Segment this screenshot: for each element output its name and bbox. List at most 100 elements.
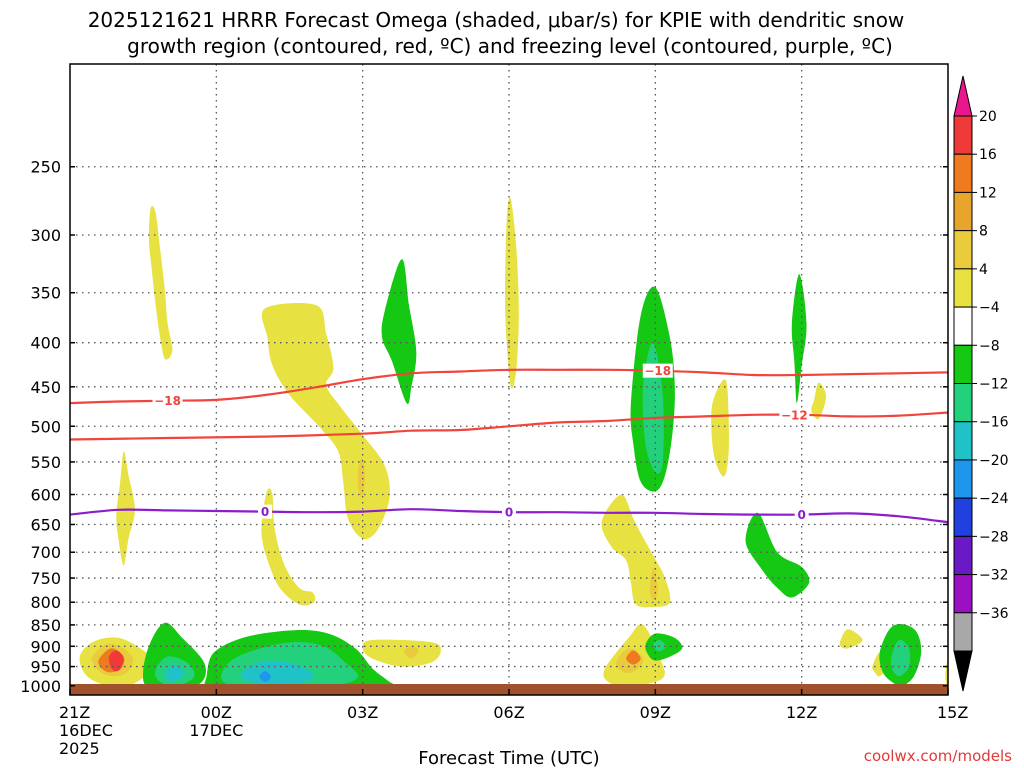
colorbar-label-7: −12	[979, 377, 1009, 393]
omega-area-26-neg4	[745, 512, 810, 598]
gridlines	[70, 64, 948, 695]
y-tick-label-700: 700	[30, 543, 61, 562]
omega-area-35-neg8	[652, 639, 667, 652]
colorbar-segment-3	[953, 230, 973, 270]
omega-area-17-pos12	[626, 650, 641, 665]
colorbar-segment-6	[953, 344, 973, 384]
colorbar-segment-7	[953, 383, 973, 423]
contour-label-bg-2-0	[258, 504, 273, 519]
y-tick-label-650: 650	[30, 515, 61, 534]
x-tick-year-21Z: 2025	[59, 739, 100, 758]
omega-area-3-pos8	[357, 457, 366, 498]
temperature-contours: −18 −18 −12 0 0 0	[69, 363, 949, 524]
colorbar-label-4: 4	[979, 262, 988, 278]
colorbar-label-8: −16	[979, 415, 1009, 431]
x-tick-label-03Z: 03Z	[347, 703, 378, 722]
colorbar-segment-9	[953, 459, 973, 499]
contour-0c-freezing-level: 0 0 0	[69, 504, 949, 524]
colorbar-top-arrow	[953, 75, 973, 117]
omega-area-5-pos4	[261, 488, 316, 606]
omega-area-37-neg8	[891, 639, 911, 677]
omega-area-1-pos4	[116, 451, 135, 566]
x-tick-label-12Z: 12Z	[786, 703, 817, 722]
y-tick-label-300: 300	[30, 226, 61, 245]
colorbar-label-10: −24	[979, 491, 1009, 507]
colorbar: 20 16 12 8 4 −4 −8 −12 −16 −20 −24 −28 −32 −36	[953, 75, 1009, 692]
contour-label-2-1: 0	[505, 506, 513, 520]
y-tick-label-600: 600	[30, 486, 61, 505]
contour-line-0	[69, 368, 949, 405]
colorbar-segment-5	[953, 306, 973, 346]
colorbar-label-2: 12	[979, 185, 997, 201]
x-tick-label-21Z: 21Z	[59, 703, 90, 722]
omega-area-0-pos4	[148, 206, 173, 360]
omega-area-4-pos4	[505, 197, 519, 389]
colorbar-segment-0	[953, 115, 973, 155]
omega-area-6-pos4	[601, 494, 671, 608]
colorbar-segment-11	[953, 535, 973, 576]
x-axis-label: Forecast Time (UTC)	[418, 748, 599, 768]
colorbar-bottom-arrow	[953, 650, 973, 692]
colorbar-segment-12	[953, 574, 973, 614]
colorbar-label-9: −20	[979, 453, 1009, 469]
contour-label-bg-2-2	[794, 507, 809, 522]
y-tick-label-800: 800	[30, 593, 61, 612]
contour-label-2-0: 0	[261, 505, 269, 519]
y-axis-ticks: 250 300 350 400 450 500 550 600 650 700 750 800 850 9…	[20, 158, 948, 696]
contour-line-1	[69, 411, 949, 441]
contour-label-bg-1-0	[779, 407, 810, 422]
colorbar-label-3: 8	[979, 224, 988, 240]
contour-label-2-2: 0	[797, 508, 805, 522]
plot-frame	[69, 63, 949, 696]
x-tick-label-15Z: 15Z	[937, 703, 968, 722]
y-tick-label-850: 850	[30, 616, 61, 635]
x-tick-date-00Z: 17DEC	[189, 721, 243, 740]
y-tick-label-450: 450	[30, 378, 61, 397]
contour--12c: −12	[69, 407, 949, 441]
credit-text: coolwx.com/models	[864, 747, 1012, 765]
omega-area-33-neg16	[259, 671, 271, 683]
colorbar-segment-2	[953, 191, 973, 232]
contour-label-1-0: −12	[781, 408, 808, 422]
y-tick-label-1000: 1000	[20, 677, 61, 696]
colorbar-segment-4	[953, 268, 973, 308]
y-tick-label-550: 550	[30, 453, 61, 472]
omega-area-14-pos8	[404, 646, 419, 659]
colorbar-segment-8	[953, 421, 973, 461]
colorbar-label-1: 16	[979, 147, 997, 163]
y-tick-label-250: 250	[30, 158, 61, 177]
contour--18c: −18 −18	[69, 363, 949, 408]
x-tick-label-09Z: 09Z	[640, 703, 671, 722]
y-tick-label-400: 400	[30, 334, 61, 353]
colorbar-label-0: 20	[979, 109, 997, 125]
omega-area-8-pos4	[711, 379, 729, 477]
colorbar-segment-10	[953, 497, 973, 537]
y-tick-label-500: 500	[30, 417, 61, 436]
colorbar-label-5: −4	[979, 300, 1000, 316]
y-tick-label-750: 750	[30, 569, 61, 588]
colorbar-segment-13	[953, 612, 973, 652]
omega-shading	[79, 197, 949, 691]
title-line-1: 2025121621 HRRR Forecast Omega (shaded, …	[88, 8, 905, 32]
contour-label-bg-0-0	[152, 393, 183, 408]
omega-area-13-pos4	[362, 639, 441, 667]
x-tick-date-21Z: 16DEC	[59, 721, 113, 740]
colorbar-label-6: −8	[979, 338, 1000, 354]
omega-area-9-pos4	[811, 382, 827, 420]
omega-area-29-neg12	[164, 664, 185, 682]
colorbar-label-13: −36	[979, 606, 1009, 622]
omega-area-32-neg12	[240, 660, 315, 685]
contour-label-bg-0-1	[642, 363, 673, 378]
title: 2025121621 HRRR Forecast Omega (shaded, …	[88, 8, 905, 58]
colorbar-segment-1	[953, 153, 973, 193]
y-tick-label-900: 900	[30, 637, 61, 656]
colorbar-label-12: −32	[979, 568, 1009, 584]
contour-label-0-0: −18	[154, 394, 181, 408]
omega-area-25-neg4	[791, 274, 807, 404]
contour-label-bg-2-1	[502, 505, 516, 520]
colorbar-label-11: −28	[979, 529, 1009, 545]
omega-area-2-pos4	[261, 303, 390, 540]
title-line-2: growth region (contoured, red, ºC) and f…	[127, 34, 893, 58]
contour-label-0-1: −18	[644, 364, 671, 378]
